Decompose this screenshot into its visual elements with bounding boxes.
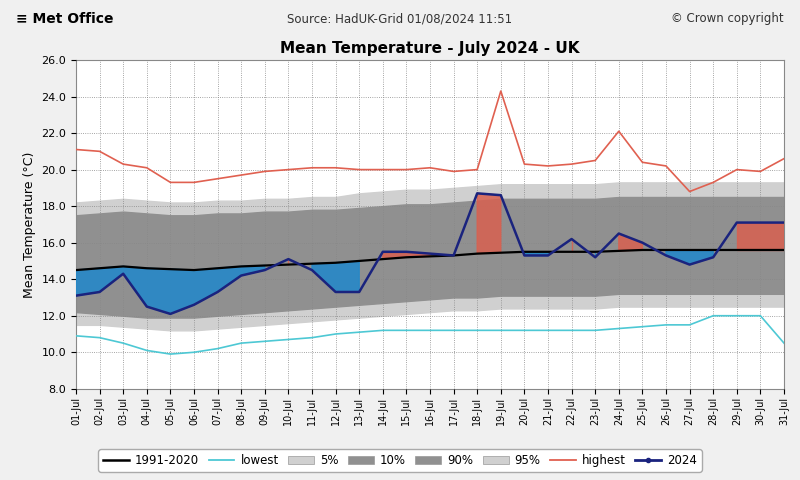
Title: Mean Temperature - July 2024 - UK: Mean Temperature - July 2024 - UK: [280, 41, 580, 56]
Text: ≡ Met Office: ≡ Met Office: [16, 12, 114, 26]
Y-axis label: Mean Temperature (°C): Mean Temperature (°C): [23, 151, 36, 298]
Text: Source: HadUK-Grid 01/08/2024 11:51: Source: HadUK-Grid 01/08/2024 11:51: [287, 12, 513, 25]
Text: © Crown copyright: © Crown copyright: [671, 12, 784, 25]
Legend: 1991-2020, lowest, 5%, 10%, 90%, 95%, highest, 2024: 1991-2020, lowest, 5%, 10%, 90%, 95%, hi…: [98, 449, 702, 472]
